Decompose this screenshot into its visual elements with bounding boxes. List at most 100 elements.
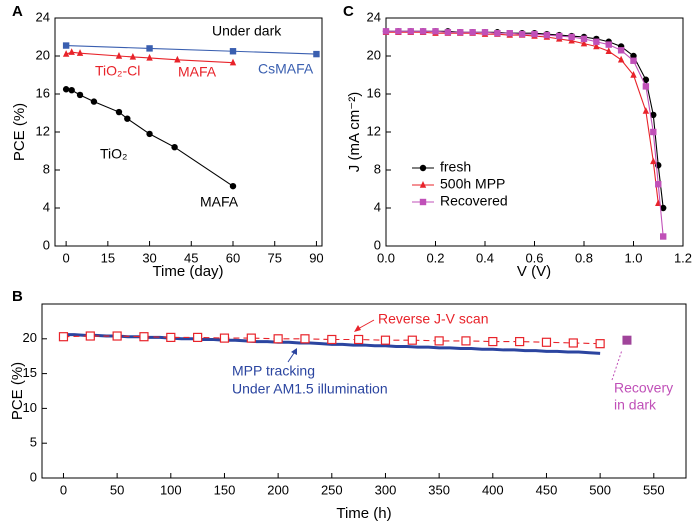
arrow xyxy=(611,349,623,381)
marker xyxy=(146,53,153,61)
series-line xyxy=(66,45,317,55)
marker xyxy=(568,33,575,41)
series-label: TiO₂-Cl xyxy=(95,63,140,79)
legend-marker xyxy=(419,164,427,172)
marker xyxy=(219,333,230,343)
arrows xyxy=(287,319,623,381)
y-tick-label: 24 xyxy=(367,9,381,24)
marker xyxy=(481,29,489,36)
marker xyxy=(62,86,70,93)
annotation: in dark xyxy=(614,397,657,413)
marker xyxy=(58,332,69,342)
y-tick-label: 16 xyxy=(367,85,381,100)
marker xyxy=(650,128,657,136)
marker xyxy=(313,50,320,58)
marker xyxy=(193,332,203,343)
plot-frame xyxy=(54,17,323,247)
marker xyxy=(354,334,364,345)
marker xyxy=(112,331,122,341)
x-tick-label: 250 xyxy=(321,482,343,497)
x-tick-label: 45 xyxy=(184,250,198,265)
marker xyxy=(531,30,538,38)
marker xyxy=(660,204,667,212)
marker xyxy=(115,52,123,59)
marker xyxy=(617,55,625,63)
marker xyxy=(461,336,471,346)
marker xyxy=(506,30,513,37)
x-tick-label: 200 xyxy=(267,482,289,497)
marker xyxy=(62,50,70,57)
y-tick-label: 24 xyxy=(36,9,50,24)
legend-label: fresh xyxy=(440,159,471,175)
marker xyxy=(68,87,75,94)
y-tick-label: 4 xyxy=(374,199,381,214)
marker xyxy=(380,335,391,345)
annotation: MPP tracking xyxy=(232,363,315,379)
marker xyxy=(229,58,237,66)
marker xyxy=(488,336,498,347)
y-tick-label: 20 xyxy=(23,330,37,345)
series-label: MAFA xyxy=(178,64,217,80)
marker xyxy=(62,42,70,49)
marker xyxy=(229,182,237,190)
marker xyxy=(469,29,476,36)
annotation: Under dark xyxy=(212,23,282,39)
marker xyxy=(407,335,417,345)
x-tick-label: 450 xyxy=(536,482,558,497)
marker xyxy=(68,48,75,55)
x-tick-label: 90 xyxy=(309,250,323,265)
marker xyxy=(146,130,153,138)
x-tick-label: 150 xyxy=(214,482,236,497)
marker xyxy=(300,334,310,344)
y-tick-label: 5 xyxy=(30,435,37,450)
x-tick-label: 60 xyxy=(226,250,240,265)
marker xyxy=(90,98,98,105)
annotation: Reverse J-V scan xyxy=(378,311,488,327)
y-axis-label: PCE (%) xyxy=(11,103,28,161)
marker xyxy=(85,331,95,341)
x-tick-label: 0.0 xyxy=(377,250,395,265)
marker xyxy=(327,334,337,345)
marker xyxy=(124,115,131,122)
marker xyxy=(580,39,588,47)
annotation: Recovery xyxy=(614,380,673,396)
marker xyxy=(642,83,650,90)
marker xyxy=(166,332,176,343)
arrow-head xyxy=(291,348,297,355)
marker xyxy=(419,28,427,35)
marker xyxy=(655,181,662,188)
plot-frame xyxy=(385,17,684,247)
series-line xyxy=(386,31,659,204)
x-tick-label: 0.6 xyxy=(525,250,543,265)
marker xyxy=(642,107,650,114)
x-tick-label: 15 xyxy=(101,250,115,265)
legend-marker xyxy=(419,181,427,188)
x-tick-label: 350 xyxy=(428,482,450,497)
x-tick-label: 400 xyxy=(482,482,504,497)
series-line xyxy=(66,88,234,187)
y-tick-label: 8 xyxy=(374,161,381,176)
y-tick-label: 0 xyxy=(30,469,37,484)
marker xyxy=(541,337,552,347)
y-tick-label: 16 xyxy=(36,85,50,100)
y-tick-label: 0 xyxy=(374,237,381,252)
x-axis-label: Time (h) xyxy=(336,505,391,522)
marker xyxy=(515,336,525,347)
x-tick-label: 30 xyxy=(142,250,156,265)
legend-marker xyxy=(419,198,427,206)
marker xyxy=(457,29,464,36)
y-tick-label: 20 xyxy=(36,47,50,62)
x-axis-label: Time (day) xyxy=(152,263,223,280)
marker xyxy=(146,45,153,52)
marker xyxy=(395,28,402,35)
x-tick-label: 500 xyxy=(589,482,611,497)
y-tick-label: 15 xyxy=(23,365,37,380)
series-line xyxy=(63,333,601,355)
x-tick-label: 0 xyxy=(60,482,67,497)
series-label: MAFA xyxy=(200,194,239,210)
y-tick-label: 12 xyxy=(36,123,50,138)
marker xyxy=(617,47,625,54)
x-tick-label: 1.0 xyxy=(624,250,642,265)
marker xyxy=(593,38,600,45)
